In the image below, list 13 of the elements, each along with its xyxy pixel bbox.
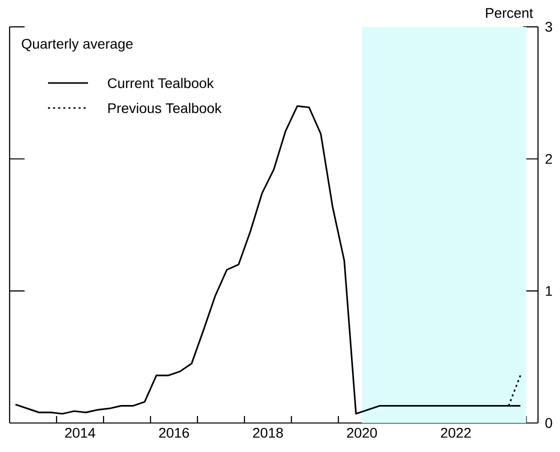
x-tick-label: 2014 (65, 428, 96, 438)
y-tick-label: 1 (546, 286, 552, 296)
legend-label: Previous Tealbook (108, 102, 222, 114)
x-tick-label: 2020 (347, 428, 377, 438)
y-axis-title: Percent (486, 8, 534, 18)
legend-label: Current Tealbook (108, 78, 214, 88)
y-tick-label: 2 (546, 154, 552, 164)
y-tick-label: 3 (545, 22, 552, 32)
legend-title: Quarterly average (22, 38, 133, 52)
y-tick-label: 0 (545, 418, 552, 428)
x-tick-label: 2018 (253, 428, 283, 438)
x-tick-label: 2022 (440, 428, 471, 438)
x-tick-label: 2016 (159, 428, 189, 438)
